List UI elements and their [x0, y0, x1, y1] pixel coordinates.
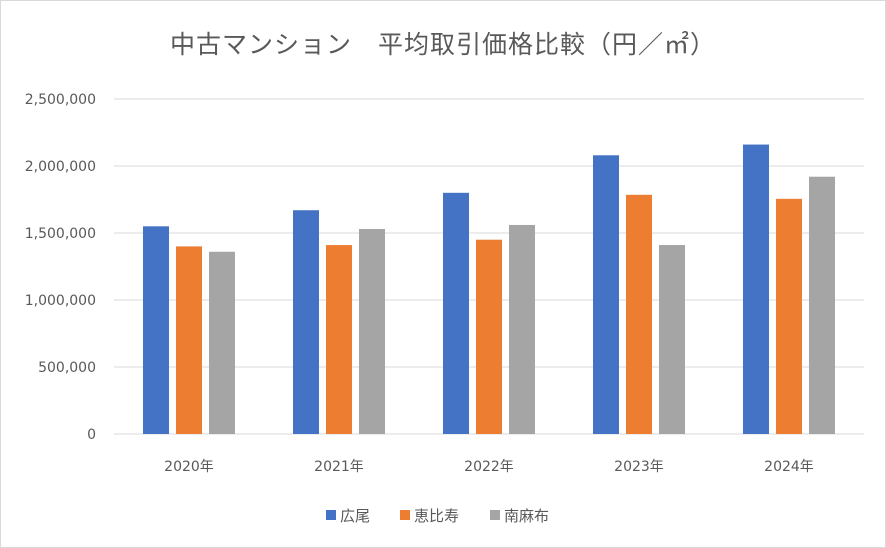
bar-広尾-2020年	[143, 226, 169, 434]
legend-label: 南麻布	[504, 507, 549, 525]
bar-広尾-2021年	[293, 210, 319, 434]
bar-恵比寿-2022年	[476, 239, 502, 434]
bar-南麻布-2021年	[359, 228, 385, 434]
legend-label: 恵比寿	[414, 507, 459, 525]
bar-南麻布-2022年	[509, 224, 535, 434]
bar-広尾-2024年	[743, 144, 769, 434]
legend-swatch	[326, 510, 336, 520]
bar-恵比寿-2024年	[776, 198, 802, 434]
x-tick-label: 2020年	[164, 459, 214, 475]
x-tick-label: 2023年	[614, 459, 664, 475]
bar-恵比寿-2020年	[176, 246, 202, 434]
y-tick-label: 2,500,000	[25, 92, 96, 108]
bar-広尾-2022年	[443, 192, 469, 434]
x-tick-label: 2024年	[764, 459, 814, 475]
y-tick-label: 1,500,000	[25, 226, 96, 242]
bar-南麻布-2020年	[209, 251, 235, 434]
x-tick-label: 2022年	[464, 459, 514, 475]
bar-南麻布-2024年	[809, 176, 835, 434]
bar-南麻布-2023年	[659, 245, 685, 434]
y-tick-label: 500,000	[38, 360, 96, 376]
y-tick-label: 1,000,000	[25, 293, 96, 309]
bar-恵比寿-2023年	[626, 194, 652, 434]
y-tick-label: 0	[87, 427, 96, 443]
bar-広尾-2023年	[593, 155, 619, 434]
legend-label: 広尾	[340, 507, 370, 525]
x-tick-label: 2021年	[314, 459, 364, 475]
legend-swatch	[490, 510, 500, 520]
bar-恵比寿-2021年	[326, 245, 352, 434]
legend-swatch	[400, 510, 410, 520]
y-tick-label: 2,000,000	[25, 159, 96, 175]
chart-title: 中古マンション 平均取引価格比較（円／㎡）	[169, 30, 716, 59]
